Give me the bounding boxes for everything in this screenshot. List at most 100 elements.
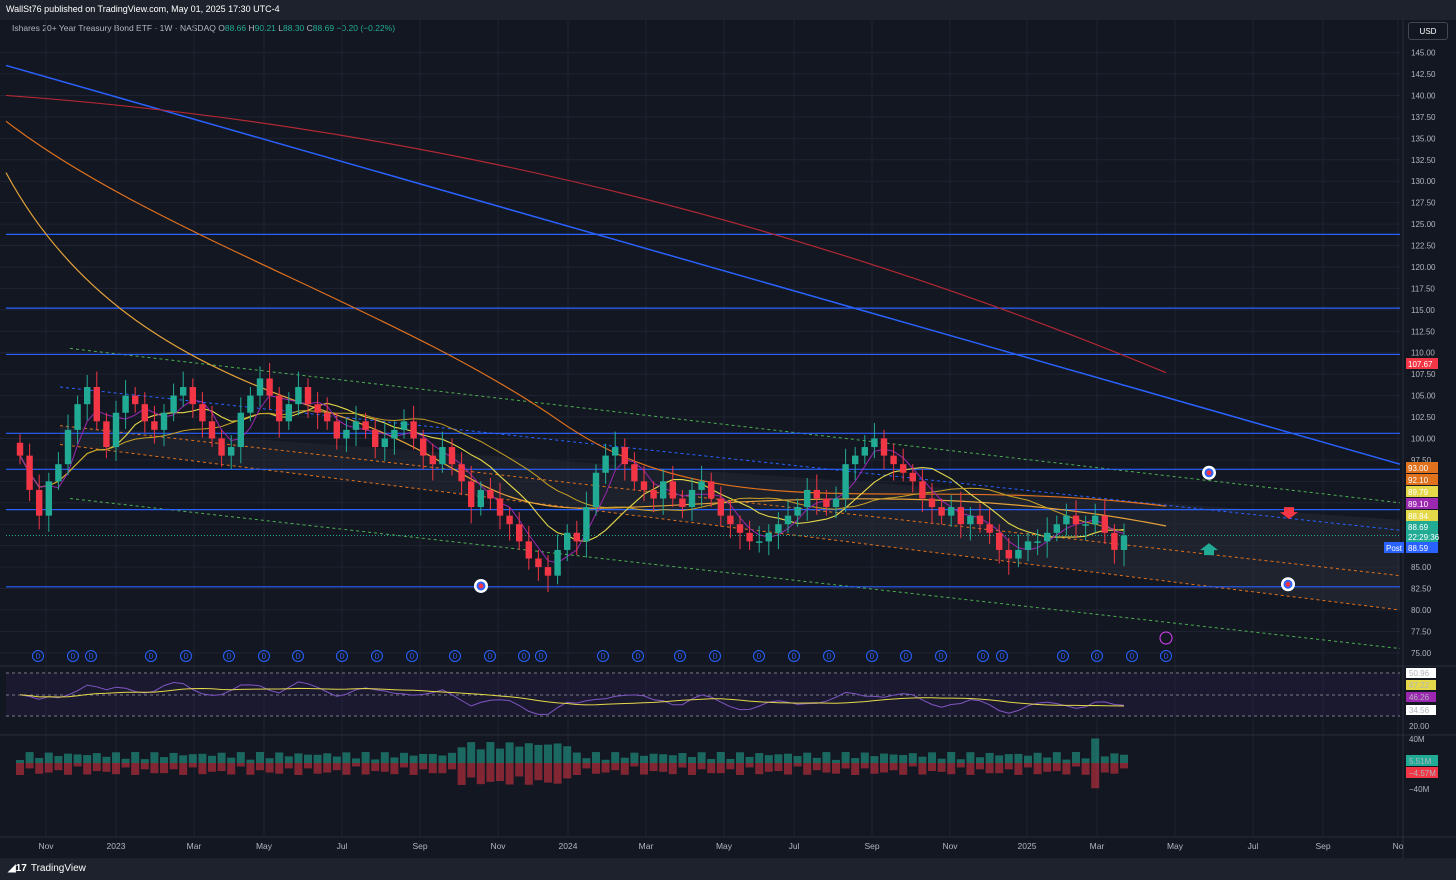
- volume-bar-up: [428, 754, 437, 763]
- candle-body: [794, 507, 801, 516]
- dividend-marker-label: D: [261, 654, 266, 661]
- dividend-marker-label: D: [521, 654, 526, 661]
- ohlc-key: C: [304, 23, 313, 33]
- candle-body: [880, 438, 888, 456]
- candle-body: [928, 498, 936, 508]
- ohlc-key: H: [246, 23, 255, 33]
- volume-bar-down: [1091, 763, 1100, 789]
- y-axis-tick-label: 97.50: [1411, 456, 1432, 465]
- candle-body: [55, 464, 62, 482]
- candle-body: [842, 464, 849, 499]
- candle-body: [324, 412, 331, 422]
- volume-bar-down: [918, 763, 927, 775]
- y-axis-tick-label: 130.00: [1411, 177, 1436, 186]
- dividend-marker: [371, 650, 383, 662]
- volume-bar-up: [390, 757, 399, 763]
- dividend-marker: [823, 650, 835, 662]
- volume-bar-down: [956, 763, 965, 768]
- candle-body: [756, 541, 763, 543]
- dividend-marker: [632, 650, 644, 662]
- y-axis-tick-label: 117.50: [1411, 284, 1435, 293]
- volume-bar-up: [448, 752, 456, 763]
- volume-bar-down: [313, 763, 322, 774]
- dividend-marker-label: D: [1060, 654, 1065, 661]
- volume-bar-up: [160, 757, 168, 763]
- dividend-marker: [535, 650, 547, 662]
- candle-body: [151, 421, 158, 430]
- candle-body: [16, 442, 24, 456]
- volume-label-bg: [1406, 767, 1438, 778]
- volume-bar-up: [947, 752, 956, 763]
- candle-body: [621, 447, 628, 465]
- price-label-text: 88.84: [1408, 512, 1429, 521]
- volume-bar-down: [102, 763, 111, 772]
- dividend-marker: [753, 650, 765, 662]
- x-axis-tick-label: Nov: [38, 841, 54, 851]
- y-axis-tick-label: 115.00: [1411, 306, 1435, 315]
- dividend-marker: [85, 650, 97, 662]
- volume-bar-down: [332, 763, 341, 771]
- volume-bar-down: [419, 763, 428, 770]
- y-axis-tick-label: 77.50: [1411, 627, 1432, 636]
- candle-body: [362, 421, 369, 430]
- volume-bar-down: [611, 763, 620, 771]
- volume-bar-up: [611, 752, 620, 763]
- candle-body: [180, 387, 187, 396]
- volume-bar-up: [688, 757, 696, 763]
- dividend-marker-label: D: [409, 654, 414, 661]
- volume-bar-up: [515, 746, 524, 763]
- x-axis-tick-label: Mar: [639, 841, 654, 851]
- top-bar: WallSt76 published on TradingView.com, M…: [0, 0, 1456, 20]
- volume-bar-down: [179, 763, 188, 775]
- dividend-marker: [674, 650, 686, 662]
- candle-body: [727, 515, 734, 525]
- tradingview-logo[interactable]: ◢17 TradingView: [8, 863, 86, 874]
- candle-body: [141, 404, 148, 422]
- currency-button[interactable]: USD: [1408, 22, 1448, 40]
- dividend-marker-label: D: [791, 654, 796, 661]
- volume-bar-down: [352, 763, 360, 767]
- volume-bar-up: [284, 756, 293, 763]
- dividend-marker: [1126, 650, 1138, 662]
- x-axis-tick-label: No: [1393, 841, 1404, 851]
- dividend-marker-label: D: [88, 654, 93, 661]
- x-axis-tick-label: 2023: [107, 841, 126, 851]
- volume-bar-down: [889, 763, 898, 771]
- volume-bar-down: [361, 763, 370, 775]
- volume-bar-up: [832, 759, 840, 763]
- volume-bar-down: [860, 763, 869, 769]
- dividend-marker: [935, 650, 947, 662]
- x-axis-tick-label: Sep: [1315, 841, 1330, 851]
- volume-bar-up: [64, 753, 72, 763]
- candle-body: [957, 507, 964, 525]
- volume-bar-up: [342, 752, 351, 763]
- dividend-marker: [900, 650, 912, 662]
- dividend-marker: [258, 650, 270, 662]
- candle-body: [429, 455, 436, 465]
- candle-body: [1111, 532, 1118, 550]
- volume-bar-up: [361, 752, 370, 763]
- volume-bar-up: [275, 752, 284, 763]
- candle-body: [996, 532, 1003, 550]
- candle-body: [564, 532, 571, 550]
- price-label-bg: [1406, 358, 1438, 369]
- volume-bar-down: [707, 763, 716, 774]
- volume-bar-up: [265, 758, 274, 763]
- volume-bar-up: [812, 757, 821, 763]
- volume-bar-up: [544, 744, 552, 763]
- volume-bar-down: [908, 763, 917, 767]
- x-axis-tick-label: 2024: [559, 841, 578, 851]
- symbol-legend[interactable]: Ishares 20+ Year Treasury Bond ETF · 1W …: [12, 23, 395, 33]
- volume-bar-up: [332, 756, 341, 763]
- volume-bar-down: [64, 763, 72, 775]
- y-axis-tick-label: 102.50: [1411, 413, 1436, 422]
- candle-body: [1024, 541, 1032, 550]
- candle-body: [45, 481, 52, 516]
- volume-bar-down: [947, 763, 956, 775]
- y-axis-tick-label: 137.50: [1411, 113, 1436, 122]
- dividend-marker-label: D: [600, 654, 605, 661]
- price-chart[interactable]: D D D D D D D D D D D D D D D D D D D D D D D D D D D D D D D 50.96 47.…: [0, 0, 1456, 858]
- price-label-text: 93.00: [1408, 464, 1429, 473]
- volume-bar-down: [169, 763, 178, 770]
- volume-bar-down: [217, 763, 226, 772]
